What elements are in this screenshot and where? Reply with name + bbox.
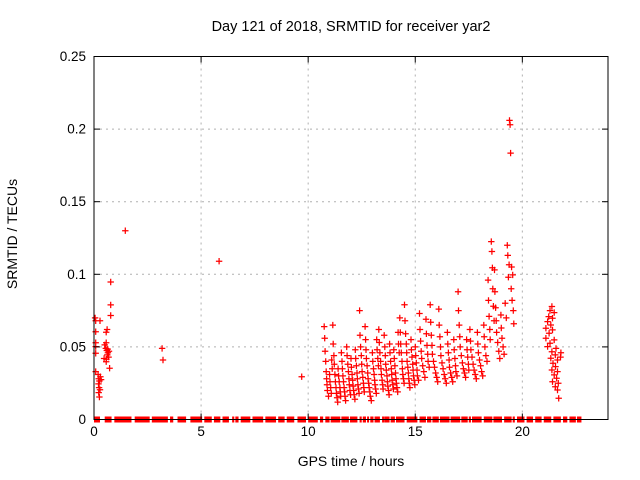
- svg-text:0.1: 0.1: [67, 267, 86, 282]
- svg-text:10: 10: [301, 424, 316, 439]
- y-tick-labels: 0 0.05 0.1 0.15 0.2 0.25: [60, 49, 86, 427]
- data-points: [91, 117, 565, 406]
- x-axis-label: GPS time / hours: [298, 453, 405, 469]
- svg-text:0.25: 0.25: [60, 49, 86, 64]
- svg-text:0.2: 0.2: [67, 122, 86, 137]
- svg-text:0: 0: [90, 424, 98, 439]
- chart-title: Day 121 of 2018, SRMTID for receiver yar…: [212, 19, 491, 35]
- svg-text:20: 20: [515, 424, 530, 439]
- svg-text:15: 15: [408, 424, 423, 439]
- grid-lines: [94, 56, 608, 420]
- svg-text:0: 0: [78, 412, 86, 427]
- svg-text:0.15: 0.15: [60, 194, 86, 209]
- plot-border: [93, 56, 609, 420]
- svg-text:5: 5: [197, 424, 205, 439]
- x-tick-labels: 0 5 10 15 20: [90, 424, 530, 439]
- svg-text:0.05: 0.05: [60, 339, 86, 354]
- y-axis-label: SRMTID / TECUs: [4, 179, 20, 289]
